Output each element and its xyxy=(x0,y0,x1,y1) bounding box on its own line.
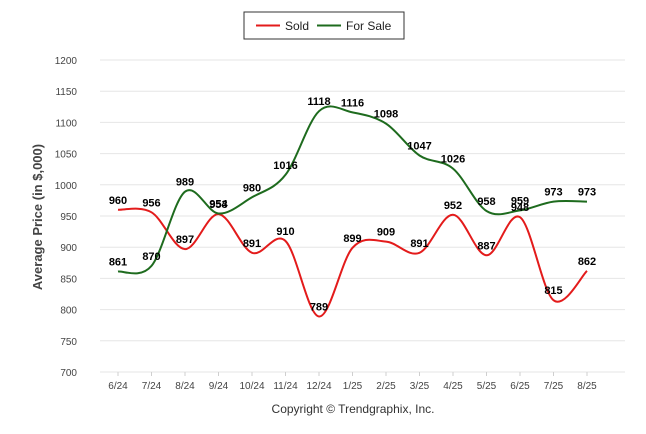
data-label-sold: 815 xyxy=(544,285,562,297)
x-tick-label: 12/24 xyxy=(306,381,331,392)
data-label-sold: 910 xyxy=(276,226,294,238)
legend-label-for-sale: For Sale xyxy=(346,19,392,33)
data-label-sold: 909 xyxy=(377,227,395,239)
data-label-for-sale: 980 xyxy=(243,182,261,194)
data-label-sold: 948 xyxy=(511,202,529,214)
data-label-sold: 960 xyxy=(109,195,127,207)
y-tick-label: 1150 xyxy=(55,87,77,98)
x-tick-label: 2/25 xyxy=(376,381,396,392)
data-label-for-sale: 1026 xyxy=(441,154,465,166)
x-tick-label: 3/25 xyxy=(410,381,430,392)
data-label-for-sale: 958 xyxy=(477,196,495,208)
x-tick-label: 6/24 xyxy=(108,381,128,392)
x-tick-label: 8/24 xyxy=(175,381,195,392)
data-label-sold: 956 xyxy=(142,197,160,209)
x-tick-label: 7/25 xyxy=(544,381,564,392)
data-label-for-sale: 861 xyxy=(109,257,127,269)
y-tick-label: 800 xyxy=(60,306,77,317)
y-tick-label: 1100 xyxy=(55,118,77,129)
x-tick-label: 10/24 xyxy=(239,381,264,392)
data-label-for-sale: 973 xyxy=(578,187,596,199)
data-label-for-sale: 989 xyxy=(176,177,194,189)
y-tick-label: 700 xyxy=(60,368,77,379)
data-label-for-sale: 954 xyxy=(209,199,228,211)
x-tick-label: 4/25 xyxy=(443,381,463,392)
x-tick-label: 8/25 xyxy=(577,381,597,392)
data-label-for-sale: 1116 xyxy=(341,97,364,109)
legend-label-sold: Sold xyxy=(285,19,309,33)
y-tick-label: 750 xyxy=(60,337,77,348)
copyright-footer: Copyright © Trendgraphix, Inc. xyxy=(272,402,435,416)
data-label-sold: 952 xyxy=(444,200,462,212)
y-tick-label: 1050 xyxy=(55,150,78,161)
data-label-sold: 899 xyxy=(343,233,361,245)
data-label-for-sale: 1098 xyxy=(374,109,398,121)
y-tick-label: 1200 xyxy=(55,56,78,67)
data-label-for-sale: 870 xyxy=(142,251,160,263)
data-label-for-sale: 1047 xyxy=(407,140,431,152)
data-label-for-sale: 973 xyxy=(544,187,562,199)
x-tick-label: 7/24 xyxy=(142,381,162,392)
y-tick-label: 950 xyxy=(60,212,77,223)
data-label-sold: 891 xyxy=(243,238,261,250)
data-label-for-sale: 1118 xyxy=(307,96,330,108)
data-label-sold: 789 xyxy=(310,301,328,313)
x-tick-label: 11/24 xyxy=(273,381,298,392)
data-label-for-sale: 959 xyxy=(511,195,529,207)
series-line-for-sale xyxy=(117,105,588,275)
y-tick-label: 850 xyxy=(60,274,77,285)
y-axis-label: Average Price (in $,000) xyxy=(30,144,45,290)
x-tick-label: 5/25 xyxy=(477,381,497,392)
series-line-sold xyxy=(117,207,588,318)
data-label-sold: 891 xyxy=(410,238,428,250)
legend: Sold For Sale xyxy=(243,11,405,40)
data-label-sold: 897 xyxy=(176,234,194,246)
data-label-for-sale: 1016 xyxy=(273,160,297,172)
data-label-sold: 953 xyxy=(209,199,227,211)
x-tick-label: 1/25 xyxy=(343,381,363,392)
y-tick-label: 900 xyxy=(60,243,77,254)
y-tick-label: 1000 xyxy=(55,181,78,192)
x-tick-label: 9/24 xyxy=(209,381,229,392)
data-label-sold: 862 xyxy=(578,256,596,268)
data-label-sold: 887 xyxy=(477,240,495,252)
x-tick-label: 6/25 xyxy=(510,381,530,392)
